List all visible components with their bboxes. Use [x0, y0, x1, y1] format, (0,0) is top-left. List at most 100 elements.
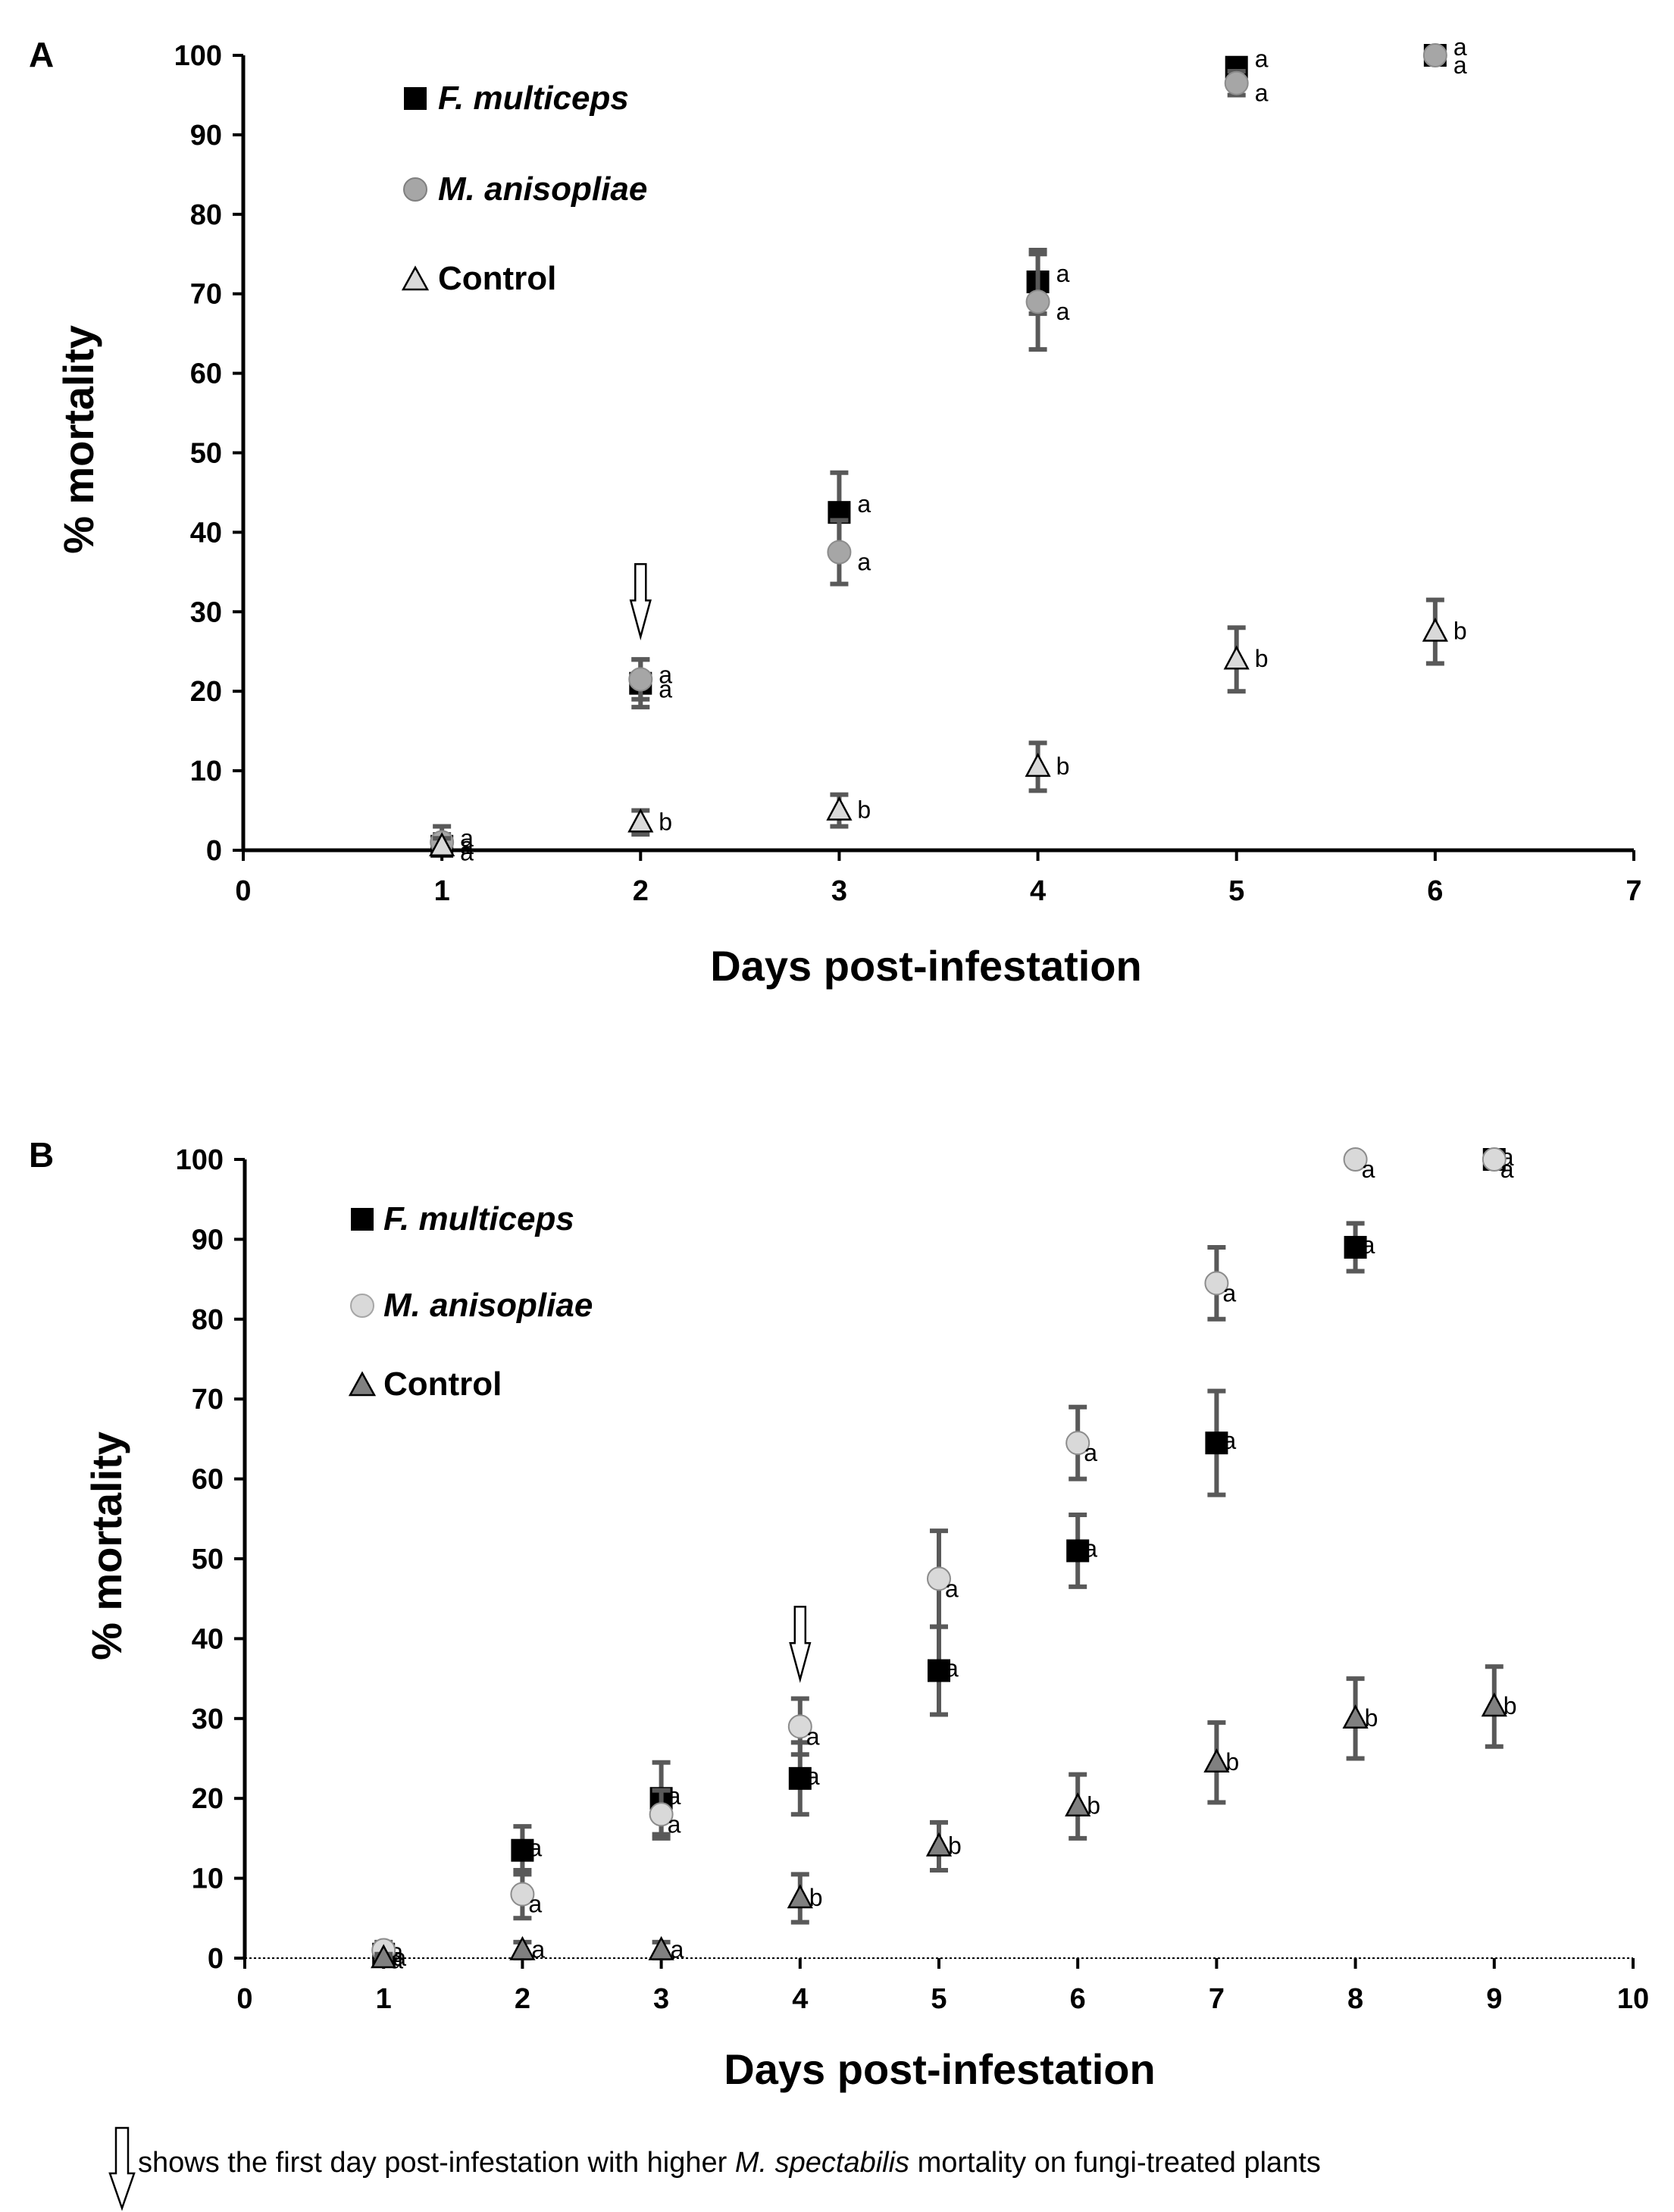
- significance-letter: a: [1453, 33, 1467, 61]
- legend-f-multiceps-square-icon: [404, 87, 427, 110]
- panel-b-axes: [234, 1158, 1635, 1969]
- significance-letter: a: [945, 1575, 959, 1602]
- panel-b-letter: B: [29, 1135, 54, 1175]
- data-point-triangle: [925, 1832, 953, 1857]
- panel-a-y-tick-label: 90: [190, 120, 222, 152]
- panel-b-x-tick-label: 1: [376, 1983, 392, 2015]
- legend-control-label: Control: [383, 1366, 502, 1403]
- data-point-circle: [510, 1882, 535, 1907]
- legend-f-multiceps-label: F. multiceps: [438, 80, 629, 117]
- significance-letter: b: [1255, 645, 1269, 672]
- data-point-triangle: [1223, 645, 1250, 670]
- data-point-circle: [1204, 1271, 1229, 1296]
- panel-b-y-tick-label: 100: [176, 1144, 224, 1176]
- series-control: a b b b b b: [429, 597, 1467, 859]
- data-point-triangle: [509, 1935, 536, 1960]
- data-point-triangle: [1203, 1748, 1230, 1773]
- significance-letter: a: [528, 1891, 542, 1918]
- significance-letter: a: [659, 675, 672, 702]
- significance-letter: a: [531, 1935, 545, 1963]
- significance-letter: a: [945, 1655, 959, 1682]
- significance-letter: a: [460, 824, 474, 852]
- legend-m-anisopliae-circle-icon: [403, 177, 427, 202]
- significance-letter: a: [1084, 1535, 1097, 1562]
- panel-a-axes: [233, 54, 1635, 861]
- panel-a-x-axis-title: Days post-infestation: [710, 942, 1141, 990]
- data-point-square: [1066, 1539, 1090, 1563]
- panel-a-x-tick-label: 2: [633, 875, 649, 907]
- significance-letter: a: [671, 1935, 684, 1963]
- panel-a-x-tick-label: 3: [831, 875, 847, 907]
- panel-a-letter: A: [29, 35, 54, 74]
- panel-b-x-tick-label: 10: [1617, 1983, 1649, 2015]
- significance-letter: b: [1225, 1748, 1239, 1776]
- panel-a-x-tick-label: 6: [1427, 875, 1443, 907]
- panel-b-y-tick-label: 50: [192, 1544, 224, 1575]
- panel-a: A % mortality Days post-infestation 0 10…: [29, 33, 1642, 990]
- panel-a-y-tick-label: 70: [190, 279, 222, 311]
- significance-letter: a: [460, 832, 474, 859]
- significance-letter: b: [809, 1884, 823, 1911]
- panel-a-y-tick-label: 80: [190, 199, 222, 231]
- data-point-triangle: [1065, 1792, 1091, 1816]
- panel-b-y-tick-label: 80: [192, 1304, 224, 1336]
- significance-letter: b: [1453, 618, 1467, 645]
- panel-b-x-tick-label: 0: [236, 1983, 252, 2015]
- data-point-triangle: [1025, 752, 1051, 777]
- data-point-triangle: [627, 808, 654, 833]
- legend-m-anisopliae-label: M. anisopliae: [383, 1287, 593, 1324]
- significance-letter: a: [1362, 1231, 1375, 1259]
- panel-b-y-tick-label: 40: [192, 1623, 224, 1655]
- data-point-square: [1205, 1431, 1228, 1455]
- significance-letter: a: [1084, 1439, 1097, 1466]
- data-point-circle: [1343, 1147, 1368, 1172]
- panel-b-x-tick-label: 6: [1070, 1983, 1086, 2015]
- significance-letter: b: [857, 796, 871, 824]
- panel-a-y-axis-title: % mortality: [55, 325, 102, 554]
- significance-letter: b: [659, 808, 672, 835]
- data-point-square: [511, 1838, 534, 1862]
- data-point-circle: [1025, 289, 1050, 314]
- significance-letter: a: [668, 1810, 681, 1838]
- significance-letter: a: [1222, 1427, 1236, 1454]
- significance-letter: a: [668, 1782, 681, 1810]
- data-point-circle: [1224, 70, 1249, 95]
- panel-a-y-tick-label: 30: [190, 596, 222, 628]
- panel-b-first-day-arrow: [789, 1605, 812, 1684]
- data-point-triangle: [371, 1944, 397, 1969]
- panel-a-y-tick-label: 10: [190, 756, 222, 787]
- panel-b-y-tick-label: 90: [192, 1224, 224, 1256]
- significance-letter: a: [1255, 80, 1269, 107]
- panel-b-x-tick-label: 8: [1347, 1983, 1363, 2015]
- legend-control-triangle-icon: [348, 1371, 377, 1397]
- panel-a-y-tick-label: 50: [190, 438, 222, 470]
- data-point-triangle: [648, 1935, 674, 1960]
- first-day-arrow-icon: [789, 1605, 812, 1684]
- data-point-square: [788, 1766, 812, 1790]
- significance-letter: a: [1362, 1156, 1375, 1183]
- significance-letter: a: [1255, 45, 1269, 73]
- panel-a-tick-labels: 0 10 20 30 40 50 60 70 80 90 100 0 1 2 3…: [174, 40, 1642, 907]
- panel-b-tick-labels: 0 10 20 30 40 50 60 70 80 90 100 0 1 2 3…: [176, 1144, 1650, 2015]
- down-arrow-icon: [108, 2126, 136, 2211]
- legend-control-triangle-icon: [401, 265, 430, 291]
- significance-letter: a: [857, 490, 871, 518]
- panel-b-y-axis-title: % mortality: [83, 1431, 130, 1660]
- footnote-text: shows the first day post-infestation wit…: [138, 2147, 1321, 2179]
- significance-letter: a: [857, 549, 871, 576]
- panel-b-x-tick-label: 7: [1209, 1983, 1225, 2015]
- data-point-triangle: [1422, 617, 1448, 642]
- legend-m-anisopliae-label: M. anisopliae: [438, 171, 647, 208]
- significance-letter: a: [806, 1722, 820, 1750]
- data-point-triangle: [429, 832, 455, 857]
- panel-a-x-tick-label: 4: [1030, 875, 1046, 907]
- panel-b-x-tick-label: 9: [1486, 1983, 1502, 2015]
- panel-b-x-tick-label: 4: [792, 1983, 808, 2015]
- data-point-circle: [1482, 1147, 1507, 1172]
- panel-a-x-tick-label: 7: [1626, 875, 1641, 907]
